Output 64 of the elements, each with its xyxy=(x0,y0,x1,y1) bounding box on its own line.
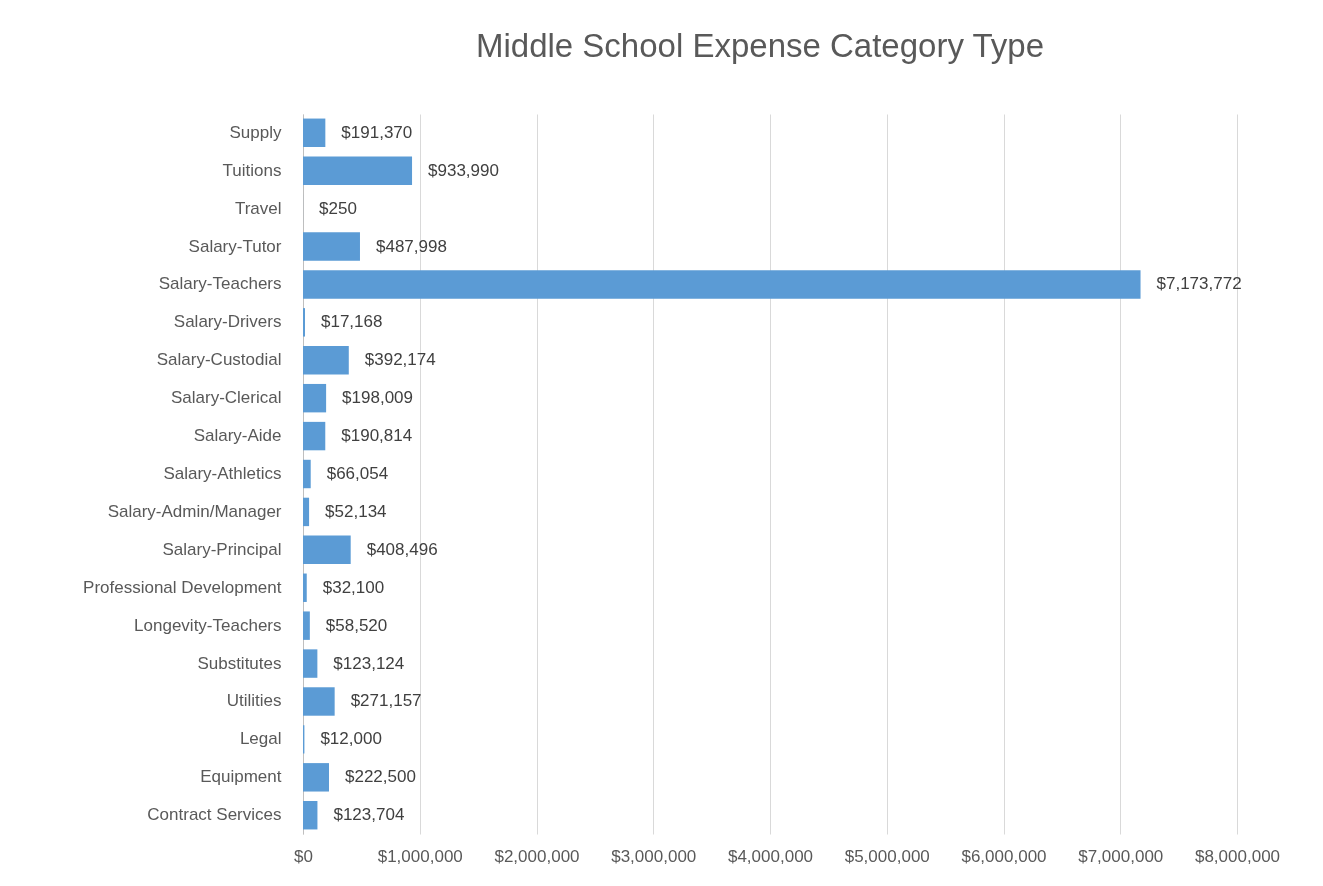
x-tick-label: $0 xyxy=(294,846,313,866)
bar xyxy=(303,801,318,830)
y-tick-label: Utilities xyxy=(226,691,282,711)
data-label: $933,990 xyxy=(428,160,499,180)
y-tick-label: Supply xyxy=(229,122,282,142)
bar xyxy=(303,611,310,640)
data-label: $7,173,772 xyxy=(1156,274,1242,294)
data-label: $250 xyxy=(319,198,357,218)
bar xyxy=(303,687,335,716)
y-tick-label: Longevity-Teachers xyxy=(134,615,282,635)
data-label: $12,000 xyxy=(320,729,382,749)
bar xyxy=(303,383,327,413)
y-tick-label: Salary-Athletics xyxy=(163,464,282,483)
y-tick-label: Salary-Principal xyxy=(162,539,282,559)
y-tick-label: Tuitions xyxy=(222,160,282,180)
y-tick-label: Equipment xyxy=(200,767,282,787)
data-label: $52,134 xyxy=(325,501,387,521)
x-tick-label: $4,000,000 xyxy=(727,846,814,866)
y-tick-label: Substitutes xyxy=(197,653,282,673)
y-tick-label: Legal xyxy=(239,729,282,749)
data-label: $408,496 xyxy=(366,539,438,559)
data-label: $66,054 xyxy=(326,464,389,483)
data-label: $191,370 xyxy=(341,122,413,142)
bar xyxy=(303,232,360,261)
bar xyxy=(303,421,326,451)
data-label: $198,009 xyxy=(342,388,414,408)
bar xyxy=(303,459,311,489)
y-tick-label: Salary-Clerical xyxy=(170,388,282,408)
data-label: $32,100 xyxy=(322,577,385,597)
x-tick-label: $1,000,000 xyxy=(377,846,463,866)
data-label: $190,814 xyxy=(341,426,413,446)
data-label: $487,998 xyxy=(375,236,447,256)
y-tick-label: Professional Development xyxy=(83,577,282,597)
x-tick-label: $5,000,000 xyxy=(844,846,930,866)
chart-title: Middle School Expense Category Type xyxy=(475,27,1045,64)
bar xyxy=(303,573,307,602)
bar xyxy=(303,535,351,565)
bar xyxy=(303,118,326,147)
data-label: $58,520 xyxy=(325,615,388,635)
data-label: $392,174 xyxy=(364,350,436,370)
bar xyxy=(303,346,349,375)
bar xyxy=(303,156,413,185)
bar xyxy=(303,763,329,792)
y-tick-label: Contract Services xyxy=(147,805,282,825)
data-label: $17,168 xyxy=(321,312,383,332)
data-label: $271,157 xyxy=(350,691,422,711)
bar xyxy=(303,270,1141,299)
x-tick-label: $7,000,000 xyxy=(1078,846,1164,866)
x-tick-label: $8,000,000 xyxy=(1194,846,1281,866)
y-tick-label: Travel xyxy=(234,198,282,218)
x-tick-label: $2,000,000 xyxy=(494,846,580,866)
data-label: $222,500 xyxy=(344,767,416,787)
data-label: $123,124 xyxy=(333,653,405,673)
y-tick-label: Salary-Tutor xyxy=(188,236,282,256)
y-tick-label: Salary-Custodial xyxy=(156,350,282,370)
y-tick-label: Salary-Teachers xyxy=(158,274,282,294)
x-tick-label: $6,000,000 xyxy=(961,846,1047,866)
y-tick-label: Salary-Aide xyxy=(193,426,282,446)
y-tick-label: Salary-Drivers xyxy=(173,312,282,332)
y-tick-label: Salary-Admin/Manager xyxy=(107,501,282,521)
bar xyxy=(303,497,310,527)
bar xyxy=(303,649,318,678)
x-tick-label: $3,000,000 xyxy=(611,846,697,866)
data-label: $123,704 xyxy=(333,805,405,825)
